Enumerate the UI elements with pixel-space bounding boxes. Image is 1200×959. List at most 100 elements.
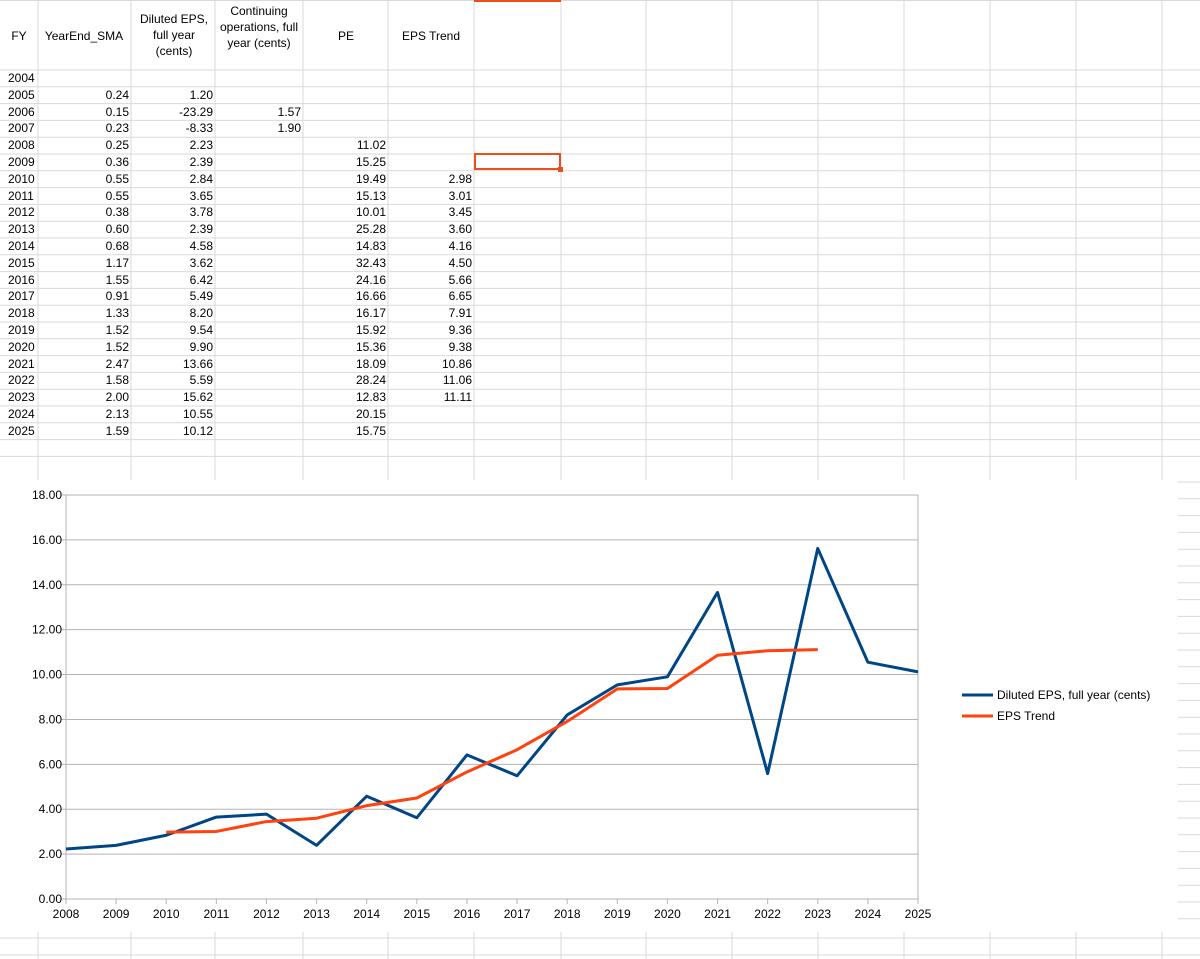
cell-sma[interactable]: 0.23: [105, 121, 129, 136]
cell-pe[interactable]: 15.75: [355, 423, 386, 438]
cell-sma[interactable]: 2.00: [105, 390, 129, 405]
cell-sma[interactable]: 0.38: [105, 205, 129, 220]
cell-eps[interactable]: 15.62: [182, 390, 213, 405]
cell-sma[interactable]: 2.47: [105, 356, 129, 371]
cell-eps-trend[interactable]: 9.38: [448, 339, 472, 354]
cell-fy[interactable]: 2008: [8, 138, 35, 153]
cell-fy[interactable]: 2009: [8, 155, 35, 169]
cell-eps[interactable]: 4.58: [189, 239, 213, 253]
cell-eps[interactable]: 5.59: [189, 373, 213, 388]
cell-eps[interactable]: 2.84: [189, 171, 213, 186]
cell-fy[interactable]: 2015: [8, 255, 35, 270]
cell-sma[interactable]: 0.60: [105, 222, 129, 237]
cell-pe[interactable]: 15.13: [355, 188, 386, 203]
cell-pe[interactable]: 16.66: [355, 289, 386, 304]
cell-eps-trend[interactable]: 9.36: [448, 323, 472, 337]
fill-handle[interactable]: [558, 167, 563, 172]
cell-fy[interactable]: 2016: [8, 272, 35, 287]
cell-sma[interactable]: 1.52: [105, 323, 129, 337]
cell-pe[interactable]: 10.01: [355, 205, 386, 220]
cell-eps-trend[interactable]: 3.45: [448, 205, 472, 220]
cell-eps[interactable]: 9.90: [189, 339, 213, 354]
cell-pe[interactable]: 15.92: [355, 323, 386, 337]
header-eps-trend[interactable]: EPS Trend: [401, 29, 461, 43]
cell-pe[interactable]: 16.17: [355, 306, 386, 321]
cell-eps-trend[interactable]: 10.86: [441, 356, 472, 371]
cell-continuing[interactable]: 1.90: [277, 121, 301, 136]
cell-fy[interactable]: 2004: [8, 71, 35, 85]
cell-eps[interactable]: 2.39: [189, 222, 213, 237]
cell-fy[interactable]: 2022: [8, 373, 35, 388]
legend-entry[interactable]: Diluted EPS, full year (cents): [997, 688, 1150, 702]
cell-sma[interactable]: 0.25: [105, 138, 129, 153]
cell-eps-trend[interactable]: 2.98: [448, 171, 472, 186]
cell-sma[interactable]: 1.58: [105, 373, 129, 388]
selected-cell[interactable]: [474, 153, 561, 170]
cell-eps[interactable]: 3.62: [189, 255, 213, 270]
cell-pe[interactable]: 18.09: [355, 356, 386, 371]
cell-eps-trend[interactable]: 6.65: [448, 289, 472, 304]
cell-sma[interactable]: 0.36: [105, 155, 129, 169]
cell-sma[interactable]: 2.13: [105, 407, 129, 421]
cell-eps[interactable]: 6.42: [189, 272, 213, 287]
series-line-diluted-eps[interactable]: [65, 546, 919, 851]
cell-eps[interactable]: 3.78: [189, 205, 213, 220]
cell-fy[interactable]: 2019: [8, 323, 35, 337]
cell-pe[interactable]: 12.83: [355, 390, 386, 405]
cell-fy[interactable]: 2024: [8, 407, 35, 421]
cell-sma[interactable]: 0.24: [105, 87, 129, 102]
cell-eps[interactable]: 1.20: [189, 87, 213, 102]
cell-sma[interactable]: 0.91: [105, 289, 129, 304]
eps-line-chart[interactable]: 0.00 2.00 4.00 6.00 8.00 10.00 12.00 14.00 16.00…: [0, 475, 1200, 959]
cell-fy[interactable]: 2025: [8, 423, 35, 438]
header-yearend-sma[interactable]: YearEnd_SMA: [44, 29, 124, 43]
cell-pe[interactable]: 11.02: [356, 138, 386, 153]
cell-fy[interactable]: 2014: [8, 239, 35, 253]
cell-eps[interactable]: -23.29: [178, 104, 213, 119]
cell-pe[interactable]: 24.16: [355, 272, 386, 287]
cell-fy[interactable]: 2023: [8, 390, 35, 405]
cell-eps[interactable]: 2.23: [189, 138, 213, 153]
cell-sma[interactable]: 0.55: [105, 171, 129, 186]
cell-eps[interactable]: 13.66: [182, 356, 213, 371]
cell-fy[interactable]: 2017: [8, 289, 35, 304]
cell-eps[interactable]: -8.33: [185, 121, 213, 136]
cell-eps-trend[interactable]: 11.11: [443, 390, 472, 405]
cell-eps-trend[interactable]: 7.91: [448, 306, 472, 321]
cell-eps[interactable]: 10.12: [182, 423, 213, 438]
cell-fy[interactable]: 2005: [8, 87, 35, 102]
legend-entry[interactable]: EPS Trend: [997, 709, 1055, 723]
header-fy[interactable]: FY: [11, 29, 27, 43]
cell-sma[interactable]: 1.59: [105, 423, 129, 438]
cell-continuing[interactable]: 1.57: [277, 104, 301, 119]
cell-fy[interactable]: 2010: [8, 171, 35, 186]
cell-pe[interactable]: 15.25: [355, 155, 386, 169]
cell-eps-trend[interactable]: 5.66: [448, 272, 472, 287]
cell-sma[interactable]: 1.33: [105, 306, 129, 321]
cell-sma[interactable]: 0.68: [105, 239, 129, 253]
header-pe[interactable]: PE: [337, 29, 354, 43]
cell-sma[interactable]: 1.55: [105, 272, 129, 287]
cell-sma[interactable]: 0.55: [105, 188, 129, 203]
header-continuing-operations[interactable]: Continuing operations, full year (cents): [219, 4, 299, 50]
cell-fy[interactable]: 2007: [8, 121, 35, 136]
cell-pe[interactable]: 14.83: [355, 239, 386, 253]
cell-eps[interactable]: 5.49: [189, 289, 213, 304]
cell-eps-trend[interactable]: 3.60: [448, 222, 472, 237]
cell-fy[interactable]: 2011: [8, 188, 34, 203]
cell-sma[interactable]: 1.52: [105, 339, 129, 354]
cell-eps-trend[interactable]: 4.50: [448, 255, 472, 270]
cell-sma[interactable]: 0.15: [105, 104, 129, 119]
cell-pe[interactable]: 28.24: [355, 373, 386, 388]
cell-eps[interactable]: 2.39: [189, 155, 213, 169]
cell-eps-trend[interactable]: 11.06: [442, 373, 472, 388]
cell-fy[interactable]: 2013: [8, 222, 35, 237]
cell-pe[interactable]: 20.15: [355, 407, 386, 421]
cell-eps-trend[interactable]: 3.01: [448, 188, 472, 203]
cell-fy[interactable]: 2012: [8, 205, 35, 220]
cell-pe[interactable]: 19.49: [355, 171, 386, 186]
cell-eps[interactable]: 8.20: [189, 306, 213, 321]
cell-pe[interactable]: 25.28: [355, 222, 386, 237]
cell-sma[interactable]: 1.17: [105, 255, 129, 270]
cell-fy[interactable]: 2021: [8, 356, 35, 371]
